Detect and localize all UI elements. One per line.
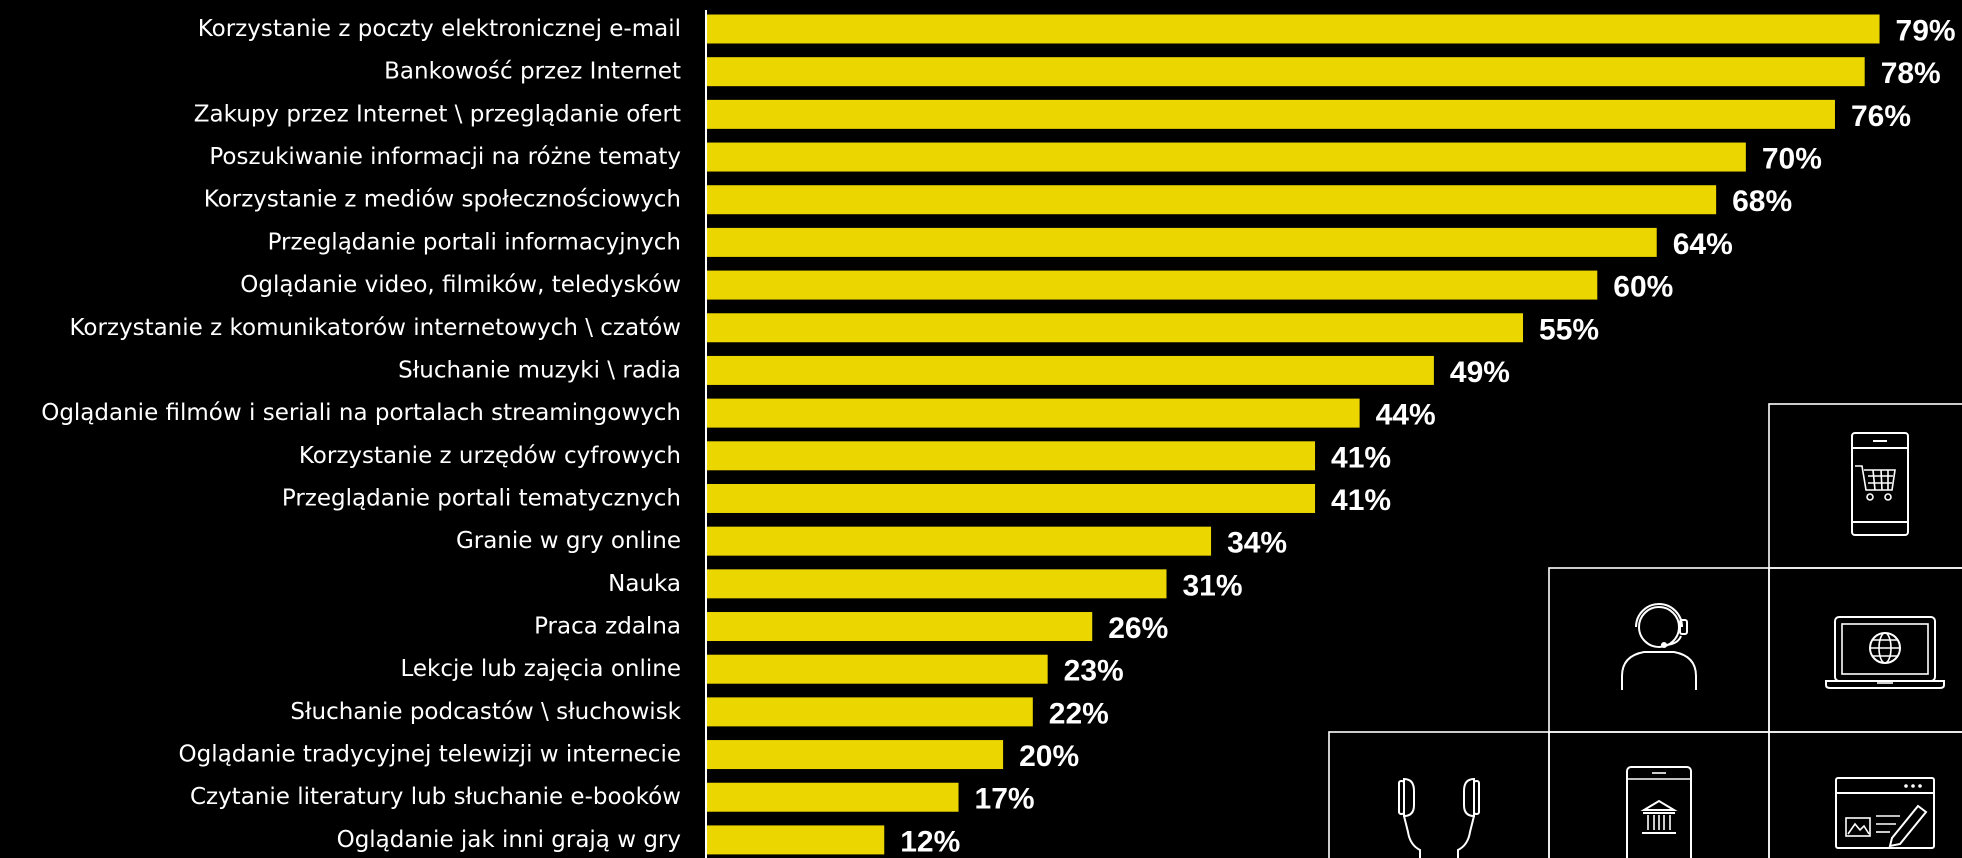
icon-cell-4 (1328, 731, 1550, 858)
headset-person-icon (1621, 603, 1697, 690)
category-label: Korzystanie z poczty elektronicznej e-ma… (198, 16, 681, 42)
category-label: Korzystanie z urzędów cyfrowych (299, 443, 681, 469)
bar (706, 227, 1657, 257)
bar (706, 654, 1048, 684)
category-label: Korzystanie z mediów społecznościowych (204, 187, 681, 213)
bar (706, 782, 959, 812)
category-label: Granie w gry online (456, 528, 681, 554)
value-label: 23% (1064, 655, 1124, 688)
value-label: 41% (1331, 484, 1391, 517)
category-label: Poszukiwanie informacji na różne tematy (209, 144, 681, 170)
bar (706, 441, 1316, 471)
category-label: Oglądanie video, filmików, teledysków (240, 272, 681, 298)
category-label: Słuchanie podcastów \ słuchowisk (290, 699, 681, 725)
category-label: Zakupy przez Internet \ przeglądanie ofe… (194, 101, 681, 127)
value-label: 26% (1108, 612, 1168, 645)
category-label: Nauka (608, 571, 681, 597)
bar (706, 740, 1004, 770)
category-label: Czytanie literatury lub słuchanie e-book… (190, 784, 681, 810)
bar (706, 355, 1434, 385)
value-label: 22% (1049, 697, 1109, 730)
value-label: 34% (1227, 527, 1287, 560)
value-label: 12% (900, 825, 960, 858)
value-label: 44% (1376, 399, 1436, 432)
category-label: Korzystanie z komunikatorów internetowyc… (69, 315, 681, 341)
bar (706, 185, 1717, 215)
category-label: Słuchanie muzyki \ radia (398, 357, 681, 383)
value-label: 17% (975, 783, 1035, 816)
value-label: 78% (1881, 57, 1941, 90)
bar (706, 142, 1746, 172)
value-label: 60% (1613, 271, 1673, 304)
browser-edit-icon (1835, 777, 1935, 849)
category-label: Przeglądanie portali tematycznych (282, 485, 681, 511)
smartphone-cart-icon (1851, 432, 1909, 536)
icon-grid-decoration (1328, 403, 1962, 858)
value-label: 70% (1762, 143, 1822, 176)
icon-cell-5 (1548, 731, 1770, 858)
bar (706, 313, 1524, 343)
bar (706, 99, 1835, 129)
bar (706, 526, 1212, 556)
bar (706, 398, 1360, 428)
value-label: 79% (1896, 15, 1956, 48)
bar (706, 483, 1316, 513)
bar (706, 612, 1093, 642)
category-label: Praca zdalna (534, 614, 681, 640)
value-label: 20% (1019, 740, 1079, 773)
value-label: 41% (1331, 441, 1391, 474)
laptop-globe-icon (1825, 616, 1945, 689)
bar (706, 14, 1880, 44)
bar (706, 825, 885, 855)
category-label: Przeglądanie portali informacyjnych (268, 229, 681, 255)
bar (706, 270, 1598, 300)
tablet-bank-icon (1626, 766, 1692, 858)
value-label: 31% (1183, 569, 1243, 602)
earphones-icon (1398, 777, 1480, 858)
value-label: 64% (1673, 228, 1733, 261)
category-label: Lekcje lub zajęcia online (400, 656, 681, 682)
category-label: Oglądanie tradycyjnej telewizji w intern… (179, 742, 681, 768)
bars-group: Korzystanie z poczty elektronicznej e-ma… (41, 14, 1956, 858)
icon-cell-3 (1768, 567, 1962, 733)
value-label: 49% (1450, 356, 1510, 389)
bar (706, 57, 1865, 87)
bar (706, 569, 1167, 599)
icon-cell-6 (1768, 731, 1962, 858)
category-label: Oglądanie filmów i seriali na portalach … (41, 400, 681, 426)
value-label: 68% (1732, 185, 1792, 218)
icon-cell-2 (1548, 567, 1770, 733)
value-label: 55% (1539, 313, 1599, 346)
value-label: 76% (1851, 100, 1911, 133)
category-label: Oglądanie jak inni grają w gry (337, 827, 681, 853)
category-label: Bankowość przez Internet (384, 59, 681, 85)
bar (706, 697, 1033, 727)
